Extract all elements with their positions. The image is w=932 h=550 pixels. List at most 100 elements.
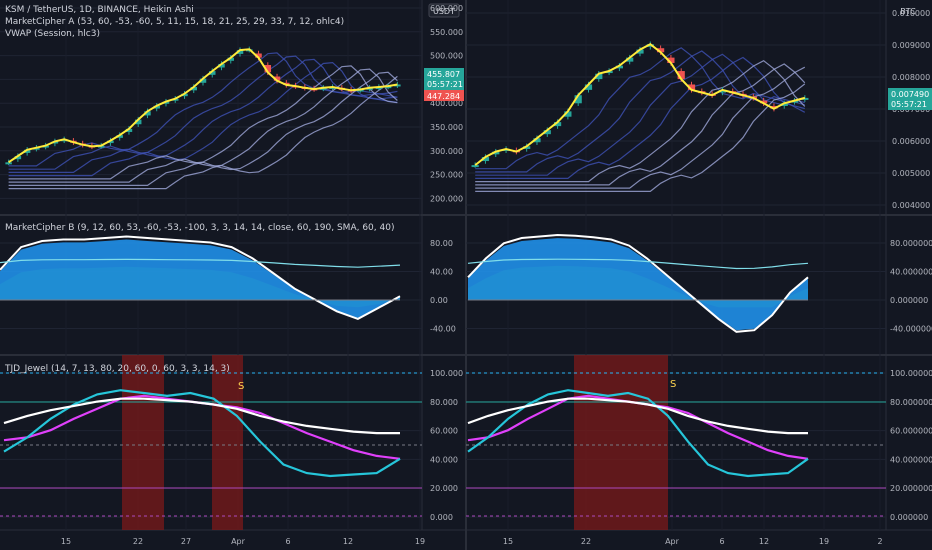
left-ribbon-line [8,55,398,170]
left-ribbon-line [8,75,398,190]
left-ribbon-line [8,58,398,173]
right-candle [718,89,727,93]
right-candle [533,138,541,143]
left-trend-line [8,48,398,164]
left-candle [144,111,151,116]
right-cipher-pane[interactable] [467,233,809,333]
left-candle [273,76,281,81]
right-candle [657,48,665,53]
right-price-tick-label: 0.010000 [892,9,930,18]
right-date-label: 6 [719,537,724,546]
right-candle [626,57,634,62]
left-sell-signal: S [238,381,244,392]
left-cipher-tick-label: 0.00 [430,296,448,305]
left-candle [199,78,207,83]
left-price-tick-label: 500.000 [430,52,463,61]
right-candle [471,165,479,168]
right-date-label: 19 [819,537,829,546]
left-indicator-b[interactable]: MarketCipher B (9, 12, 60, 53, -60, -53,… [5,223,394,233]
right-candle [687,84,696,90]
left-cipher-pane[interactable] [0,235,401,320]
tjd-zone-left-1 [122,355,164,530]
left-candle [209,71,216,75]
left-countdown: 05:57:21 [427,80,463,89]
right-candle [564,111,572,117]
right-candle [615,65,623,69]
right-candle [595,73,603,80]
right-ribbon-line [475,47,806,170]
left-candle [14,156,22,160]
right-tjd-tick-label: 100.000000 [890,369,932,378]
left-date-label: 19 [415,537,425,546]
left-tjd-tick-label: 60.000 [430,427,458,436]
right-price-tick-label: 0.008000 [892,73,930,82]
left-tjd-pane[interactable] [0,372,422,517]
left-ribbon-line [8,61,398,177]
left-candle [116,135,123,138]
right-wave-line [467,233,809,333]
right-price-tick-label: 0.009000 [892,41,930,50]
right-tjd-tick-label: 0.000000 [890,513,928,522]
left-price-pane[interactable] [5,46,401,190]
left-currency-label: USDT [433,7,455,16]
right-tjd-tick-label: 40.000000 [890,455,932,464]
left-ribbon-line [8,68,398,183]
left-candle [190,86,197,91]
left-candle [255,53,262,58]
left-tjd-tick-label: 0.000 [430,513,453,522]
left-last-price: 455.807 [427,70,460,79]
left-date-label: Apr [231,537,246,546]
right-tjd-tick-label: 60.000000 [890,427,932,436]
left-indicator-a[interactable]: MarketCipher A (53, 60, -53, -60, 5, 11,… [5,17,344,27]
right-date-label: 12 [759,537,769,546]
left-date-label: 15 [61,537,71,546]
right-price-tick-label: 0.006000 [892,137,930,146]
right-date-label: 2 [877,537,882,546]
right-date-label: 15 [503,537,513,546]
left-candle [236,50,244,54]
left-vwap-price: 447.284 [427,92,460,101]
right-date-label: Apr [665,537,680,546]
right-ribbon-line [475,63,806,186]
left-indicator-vwap[interactable]: VWAP (Session, hlc3) [5,29,100,39]
right-candle [636,49,644,54]
right-ribbon-line [475,53,805,176]
left-last-price-badge [424,68,464,90]
left-wave-line [0,235,401,320]
left-cipher-tick-label: 80.00 [430,239,453,248]
right-candle [584,84,593,90]
tjd-zone-left-2 [212,355,243,530]
right-candle [523,146,531,149]
left-date-label: 27 [181,537,191,546]
right-candle [760,100,768,104]
right-trend-line [474,43,806,166]
right-cipher-tick-label: 0.000000 [890,296,928,305]
right-sell-signal: S [670,379,676,390]
right-currency-label: BTC [900,7,916,16]
right-candle [677,71,685,80]
left-tjd-tick-label: 20.000 [430,484,458,493]
right-candle [667,57,675,63]
tjd-zone-right [574,355,668,530]
right-price-tick-label: 0.004000 [892,201,930,210]
left-candle [218,63,225,68]
right-candle [605,71,613,74]
left-currency-badge[interactable] [428,3,460,18]
right-tjd-pane[interactable] [466,372,886,517]
right-tjd-tick-label: 80.000000 [890,398,932,407]
right-candle [543,130,551,135]
right-candle [770,105,778,109]
left-candle [320,87,327,90]
left-ribbon-line [8,71,398,186]
left-indicator-tjd[interactable]: TJD_Jewel (14, 7, 13, 80, 20, 60, 0, 60,… [4,364,230,374]
right-candle [780,103,788,106]
right-candle [646,44,654,47]
right-tjd-tick-label: 20.000000 [890,484,932,493]
left-tjd-tick-label: 80.000 [430,398,458,407]
right-price-pane[interactable] [471,41,809,192]
left-price-tick-label: 200.000 [430,194,463,203]
left-candle [264,65,272,73]
left-date-label: 6 [285,537,290,546]
right-tjd-series-2 [467,397,808,435]
